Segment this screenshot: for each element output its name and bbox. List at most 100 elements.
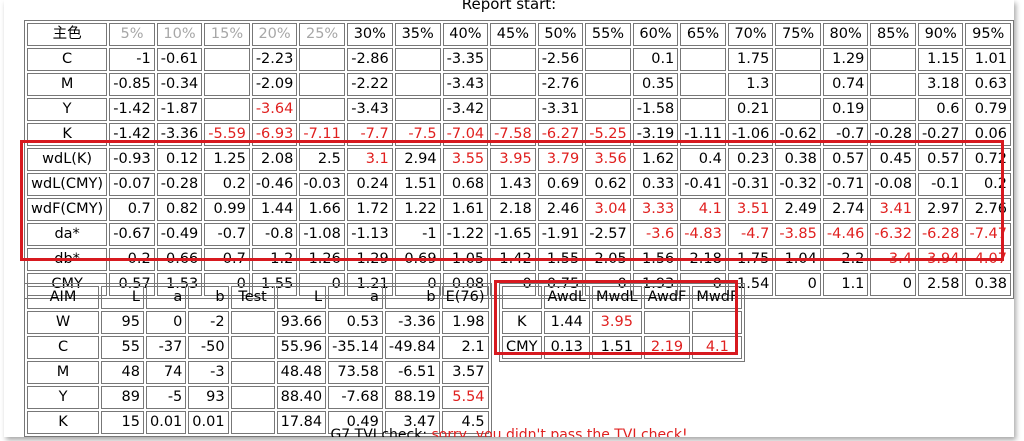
value-cell: 0.7: [109, 198, 155, 221]
value-cell: 0: [204, 273, 250, 296]
summary-row-label: K: [502, 311, 542, 334]
value-cell: -3.4: [870, 248, 916, 271]
value-cell: -1.11: [680, 123, 726, 146]
value-cell: 0.4: [680, 148, 726, 171]
value-cell: [775, 98, 821, 121]
value-cell: 0.12: [156, 148, 203, 171]
value-cell: -1.75: [727, 248, 774, 271]
table-row: wdL(CMY) -0.07 -0.28 0.2 -0.46 -0.03 0.24 1.51 0…: [27, 173, 1011, 196]
value-cell: -1.26: [299, 248, 345, 271]
value-cell: -3.43: [442, 73, 489, 96]
value-cell: -1.42: [109, 123, 155, 146]
deviation-table: 主色 5% 10% 15% 20% 25% 30% 35% 40% 45% 50% 55% 60% 65%…: [24, 20, 1014, 299]
value-cell: 1.53: [156, 273, 203, 296]
value-cell: -4.83: [680, 223, 726, 246]
aim-row-label: K: [27, 411, 99, 434]
value-cell: 1.75: [727, 48, 774, 71]
value-cell: -1: [109, 48, 155, 71]
table-row: Y -1.42 -1.87 -3.64 -3.43 -3.42 -3.31 -1.58 0.21…: [27, 98, 1011, 121]
value-cell: 0.08: [442, 273, 489, 296]
summary-header-cell: AwdF: [643, 286, 691, 309]
value-cell: -6.27: [537, 123, 584, 146]
value-cell: 0: [299, 273, 345, 296]
value-cell: -1.65: [490, 223, 536, 246]
header-cell: 70%: [727, 23, 774, 46]
header-cell: 85%: [870, 23, 916, 46]
aim-row: W 95 0 -2 93.66 0.53 -3.36 1.98: [27, 311, 489, 334]
value-cell: [490, 98, 536, 121]
value-cell: -1.06: [727, 123, 774, 146]
header-cell: 5%: [109, 23, 155, 46]
value-cell: -7.5: [394, 123, 441, 146]
value-cell: -0.61: [156, 48, 203, 71]
value-cell: -0.28: [156, 173, 203, 196]
value-cell: 3.95: [490, 148, 536, 171]
table-header-row: 主色 5% 10% 15% 20% 25% 30% 35% 40% 45% 50% 55% 60% 65%…: [27, 23, 1011, 46]
tvi-check-label: G7 TVI check:: [330, 427, 428, 437]
aim-value-cell: 1.98: [441, 311, 489, 334]
aim-row-label: C: [27, 336, 99, 359]
header-cell: 40%: [442, 23, 489, 46]
aim-value-cell: 93: [188, 386, 229, 409]
value-cell: 0.19: [822, 98, 869, 121]
value-cell: 1.25: [204, 148, 250, 171]
value-cell: 0: [870, 273, 916, 296]
aim-header-cell: b: [188, 286, 229, 309]
aim-value-cell: 55.96: [276, 336, 327, 359]
row-label-cell: Y: [27, 98, 108, 121]
value-cell: 0.57: [109, 273, 155, 296]
aim-header-cell: a: [146, 286, 187, 309]
aim-value-cell: 74: [146, 361, 187, 384]
header-cell: 90%: [917, 23, 964, 46]
value-cell: [870, 98, 916, 121]
aim-value-cell: 48.48: [276, 361, 327, 384]
value-cell: -6.28: [917, 223, 964, 246]
value-cell: -1.05: [442, 248, 489, 271]
value-cell: -1.58: [632, 98, 679, 121]
aim-value-cell: 0: [146, 311, 187, 334]
aim-value-cell: 4.5: [441, 411, 489, 434]
value-cell: -3.19: [632, 123, 679, 146]
aim-value-cell: -7.68: [328, 386, 383, 409]
aim-header-cell: L: [276, 286, 327, 309]
value-cell: [204, 98, 250, 121]
value-cell: 1.62: [632, 148, 679, 171]
value-cell: [394, 98, 441, 121]
value-cell: -4.46: [822, 223, 869, 246]
value-cell: 0: [585, 273, 631, 296]
header-cell: 10%: [156, 23, 203, 46]
row-label-cell: da*: [27, 223, 108, 246]
value-cell: -0.27: [917, 123, 964, 146]
value-cell: -3.36: [156, 123, 203, 146]
header-cell: 55%: [585, 23, 631, 46]
value-cell: -0.08: [870, 173, 916, 196]
aim-value-cell: [230, 386, 275, 409]
summary-header-cell: [502, 286, 542, 309]
value-cell: -3.31: [537, 98, 584, 121]
value-cell: -0.1: [917, 173, 964, 196]
header-cell: 60%: [632, 23, 679, 46]
summary-row: CMY 0.13 1.51 2.19 4.1: [502, 336, 743, 359]
header-cell: 65%: [680, 23, 726, 46]
table-row: M -0.85 -0.34 -2.09 -2.22 -3.43 -2.76 0.35 1.3 0.…: [27, 73, 1011, 96]
value-cell: 1.22: [394, 198, 441, 221]
value-cell: 0.21: [727, 98, 774, 121]
value-cell: 0: [680, 273, 726, 296]
table-row: da* -0.67 -0.49 -0.7 -0.8 -1.08 -1.13 -1 -1.22 -1…: [27, 223, 1011, 246]
value-cell: 2.74: [822, 198, 869, 221]
value-cell: [680, 73, 726, 96]
value-cell: 4.1: [680, 198, 726, 221]
value-cell: 2.18: [490, 198, 536, 221]
value-cell: [680, 48, 726, 71]
value-cell: 3.51: [727, 198, 774, 221]
aim-row-label: Y: [27, 386, 99, 409]
aim-value-cell: 95: [101, 311, 144, 334]
value-cell: 0.38: [965, 273, 1011, 296]
value-cell: 3.41: [870, 198, 916, 221]
value-cell: 3.56: [585, 148, 631, 171]
row-label-cell: CMY: [27, 273, 108, 296]
value-cell: 1.51: [394, 173, 441, 196]
table-row: C -1 -0.61 -2.23 -2.86 -3.35 -2.56 0.1 1.75 1.29 1…: [27, 48, 1011, 71]
value-cell: 1.61: [442, 198, 489, 221]
